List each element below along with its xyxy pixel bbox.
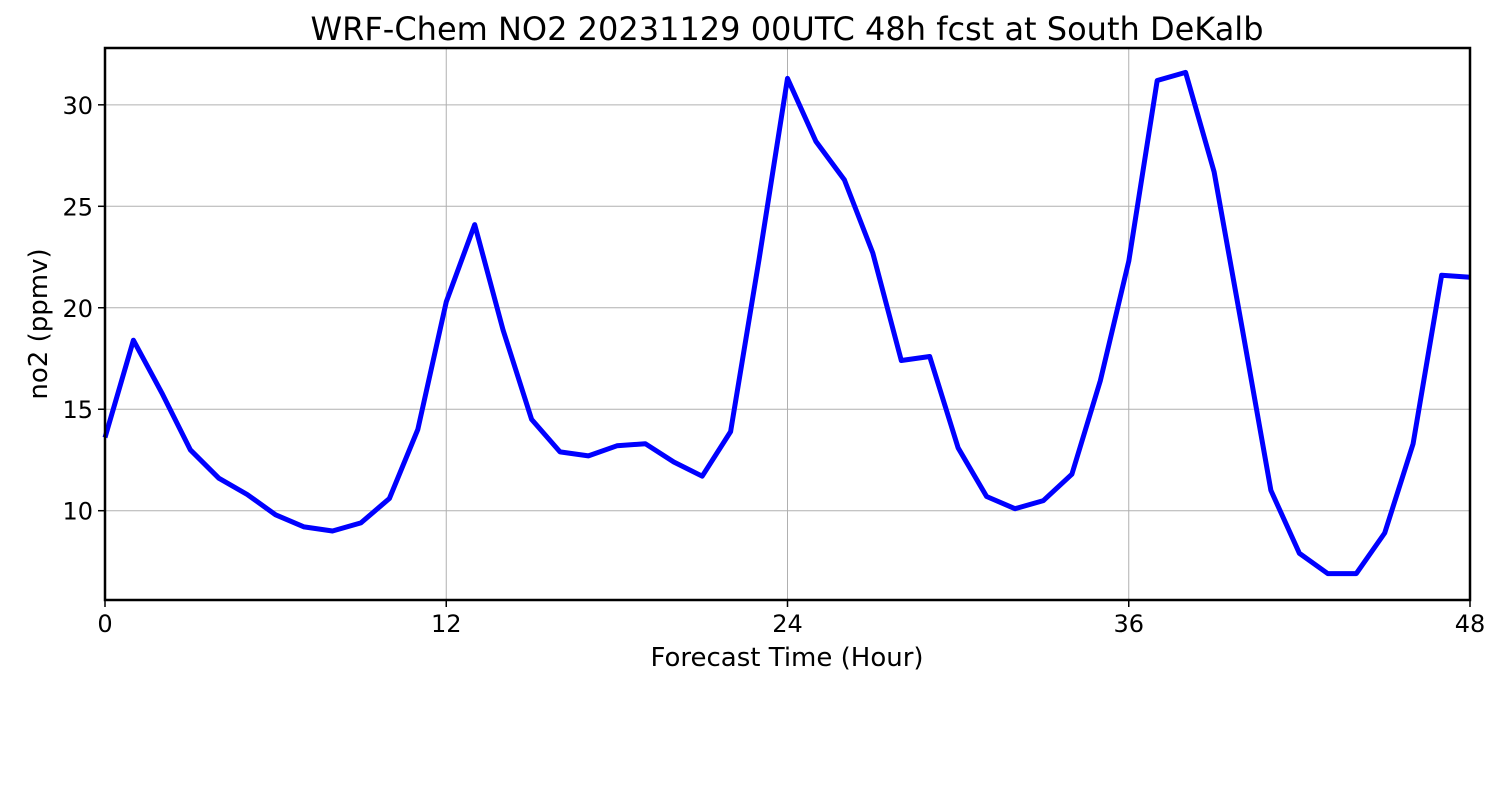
x-axis-ticks: 0 12 24 36 48 (97, 600, 1485, 638)
x-tick-label-24: 24 (772, 610, 803, 638)
y-tick-label-30: 30 (62, 92, 93, 120)
x-tick-label-12: 12 (431, 610, 462, 638)
y-tick-label-10: 10 (62, 498, 93, 526)
x-tick-label-36: 36 (1113, 610, 1144, 638)
plot-frame (103, 46, 1472, 602)
x-tick-label-0: 0 (97, 610, 112, 638)
chart-title: WRF-Chem NO2 20231129 00UTC 48h fcst at … (311, 10, 1264, 48)
x-axis-label: Forecast Time (Hour) (650, 643, 923, 673)
y-tick-label-15: 15 (62, 396, 93, 424)
y-axis-ticks: 10 15 20 25 30 (62, 92, 105, 526)
y-tick-label-25: 25 (62, 193, 93, 221)
grid (104, 48, 1471, 600)
series-line-no2 (102, 69, 1471, 577)
y-tick-label-20: 20 (62, 295, 93, 323)
x-tick-label-48: 48 (1455, 610, 1486, 638)
y-axis-label: no2 (ppmv) (24, 248, 54, 399)
